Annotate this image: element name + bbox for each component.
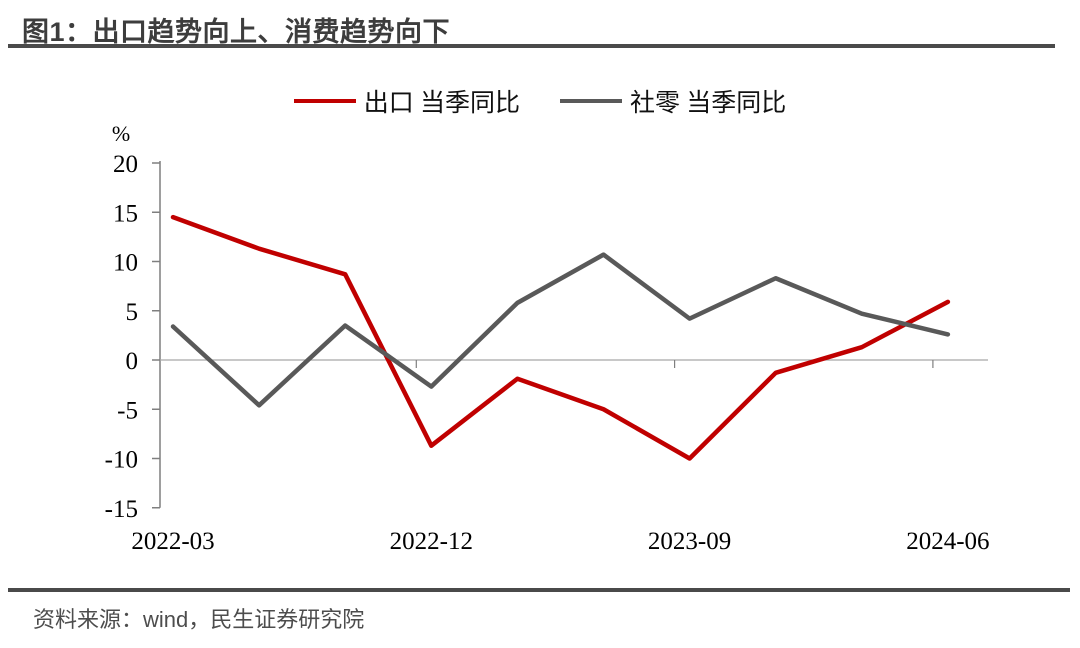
- exports-line: [170, 214, 951, 461]
- figure-title: 图1：出口趋势向上、消费趋势向下: [22, 17, 451, 47]
- title-underline: [8, 44, 1055, 48]
- footer-rule: [8, 588, 1070, 592]
- retail-line: [170, 252, 951, 408]
- y-tick-label: 0: [126, 348, 139, 375]
- source-note: 资料来源：wind，民生证券研究院: [33, 607, 365, 632]
- legend-label-exports: 出口 当季同比: [363, 90, 520, 117]
- legend-swatch-exports-line: [293, 99, 356, 103]
- y-tick-label: 10: [113, 250, 138, 277]
- y-tick-label: -10: [105, 447, 138, 474]
- y-tick-label: 20: [113, 151, 138, 178]
- legend-item-exports: 出口 当季同比: [293, 83, 520, 119]
- legend-item-retail: 社零 当季同比: [560, 83, 786, 119]
- y-axis-unit-label: %: [112, 121, 130, 146]
- legend-label-retail: 社零 当季同比: [630, 90, 787, 117]
- y-tick-label: -15: [105, 496, 138, 523]
- x-tick-label: 2024-06: [906, 528, 989, 555]
- chart-legend: 出口 当季同比 社零 当季同比: [0, 83, 1080, 119]
- y-tick-label: 15: [113, 200, 138, 227]
- x-tick-label: 2022-03: [131, 528, 214, 555]
- x-tick-label: 2023-09: [648, 528, 731, 555]
- x-tick-label: 2022-12: [390, 528, 473, 555]
- y-tick-label: 5: [126, 299, 139, 326]
- legend-swatch-retail-line: [560, 99, 622, 103]
- y-tick-label: -5: [117, 397, 138, 424]
